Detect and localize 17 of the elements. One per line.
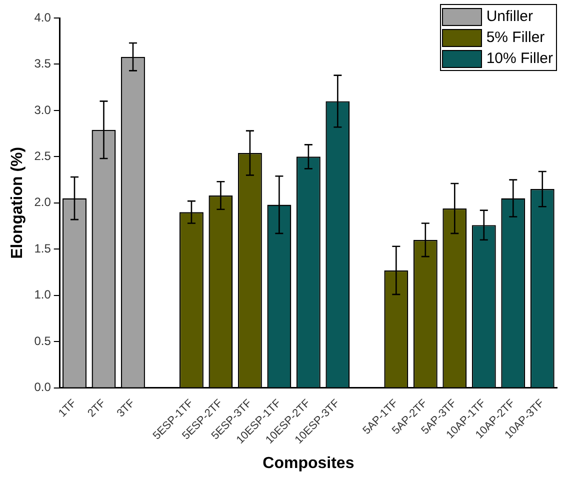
y-tick-label: 1.5 [34, 241, 52, 256]
y-axis-title: Elongation (%) [9, 146, 26, 259]
y-tick-label: 3.0 [34, 102, 52, 117]
legend-label: 5% Filler [486, 29, 545, 46]
x-tick-label: 1TF [56, 397, 79, 420]
y-tick-label: 0.5 [34, 334, 52, 348]
y-tick-label: 2.5 [34, 149, 52, 163]
x-axis-title: Composites [262, 454, 354, 472]
y-tick-label: 3.5 [34, 56, 52, 71]
x-tick-label: 3TF [114, 397, 138, 420]
y-tick-label: 2.0 [34, 195, 52, 210]
y-tick-label: 1.0 [34, 288, 52, 302]
x-tick-label: 2TF [86, 397, 108, 420]
y-tick-label: 4.0 [34, 10, 52, 24]
y-tick-label: 0.0 [34, 380, 52, 394]
legend-label: 10% Filler [486, 50, 553, 67]
legend-label: Unfiller [486, 8, 533, 25]
